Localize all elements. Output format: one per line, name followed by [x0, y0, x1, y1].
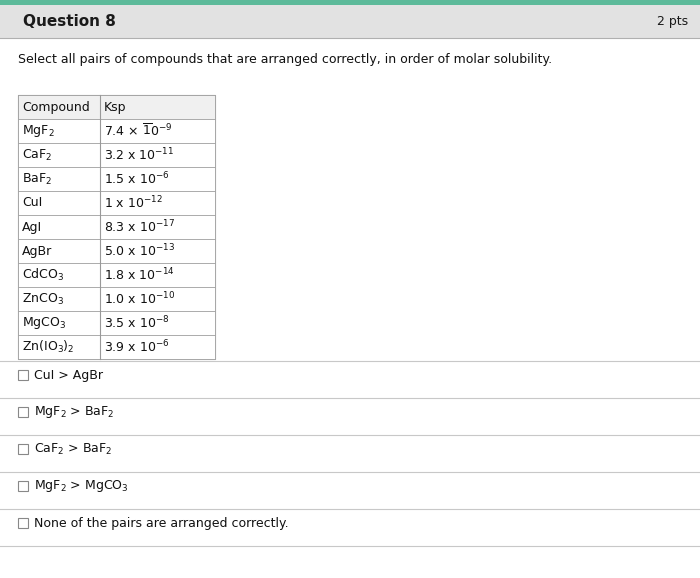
Text: BaF$_2$: BaF$_2$ — [22, 172, 52, 187]
Text: Select all pairs of compounds that are arranged correctly, in order of molar sol: Select all pairs of compounds that are a… — [18, 54, 552, 66]
Bar — [18, 95, 215, 119]
Bar — [18, 444, 28, 454]
Bar — [18, 143, 215, 167]
Bar — [18, 407, 28, 417]
Text: MgCO$_3$: MgCO$_3$ — [22, 315, 66, 331]
Text: 3.2 x 10$^{-11}$: 3.2 x 10$^{-11}$ — [104, 147, 174, 164]
Text: 1.5 x 10$^{-6}$: 1.5 x 10$^{-6}$ — [104, 171, 169, 187]
Text: 7.4 × $\mathdefault{\overline{1}}$0$^{-9}$: 7.4 × $\mathdefault{\overline{1}}$0$^{-9… — [104, 123, 172, 139]
Bar — [0, 5, 700, 38]
Bar — [18, 191, 215, 215]
Text: Question 8: Question 8 — [23, 14, 116, 29]
Text: CaF$_2$: CaF$_2$ — [22, 147, 52, 162]
Bar — [18, 167, 215, 191]
Text: Zn(IO$_3$)$_2$: Zn(IO$_3$)$_2$ — [22, 339, 74, 355]
Text: AgI: AgI — [22, 220, 42, 234]
Text: 1.8 x 10$^{-14}$: 1.8 x 10$^{-14}$ — [104, 266, 175, 283]
Bar — [18, 263, 215, 287]
Bar — [18, 370, 28, 380]
Text: CuI: CuI — [22, 197, 42, 209]
Bar — [18, 518, 28, 528]
Text: CaF$_2$ > BaF$_2$: CaF$_2$ > BaF$_2$ — [34, 442, 112, 457]
Text: MgF$_2$ > MgCO$_3$: MgF$_2$ > MgCO$_3$ — [34, 478, 129, 494]
Bar — [18, 335, 215, 359]
Text: 2 pts: 2 pts — [657, 15, 688, 28]
Text: None of the pairs are arranged correctly.: None of the pairs are arranged correctly… — [34, 517, 288, 529]
Text: Ksp: Ksp — [104, 101, 127, 113]
Text: 1 x 10$^{-12}$: 1 x 10$^{-12}$ — [104, 195, 163, 212]
Bar — [18, 239, 215, 263]
Bar — [18, 119, 215, 143]
Text: 3.5 x 10$^{-8}$: 3.5 x 10$^{-8}$ — [104, 314, 169, 331]
Bar — [18, 287, 215, 311]
Text: CuI > AgBr: CuI > AgBr — [34, 369, 103, 381]
Text: AgBr: AgBr — [22, 244, 52, 258]
Text: 1.0 x 10$^{-10}$: 1.0 x 10$^{-10}$ — [104, 291, 175, 307]
Text: MgF$_2$ > BaF$_2$: MgF$_2$ > BaF$_2$ — [34, 404, 115, 420]
Bar — [0, 0, 700, 5]
Text: 3.9 x 10$^{-6}$: 3.9 x 10$^{-6}$ — [104, 339, 169, 355]
Text: ZnCO$_3$: ZnCO$_3$ — [22, 291, 64, 306]
Text: Compound: Compound — [22, 101, 90, 113]
Bar — [18, 215, 215, 239]
Bar — [18, 481, 28, 491]
Text: 8.3 x 10$^{-17}$: 8.3 x 10$^{-17}$ — [104, 218, 175, 235]
Text: 5.0 x 10$^{-13}$: 5.0 x 10$^{-13}$ — [104, 243, 175, 260]
Bar — [18, 95, 215, 359]
Text: CdCO$_3$: CdCO$_3$ — [22, 267, 64, 283]
Text: MgF$_2$: MgF$_2$ — [22, 123, 55, 139]
Bar — [18, 311, 215, 335]
